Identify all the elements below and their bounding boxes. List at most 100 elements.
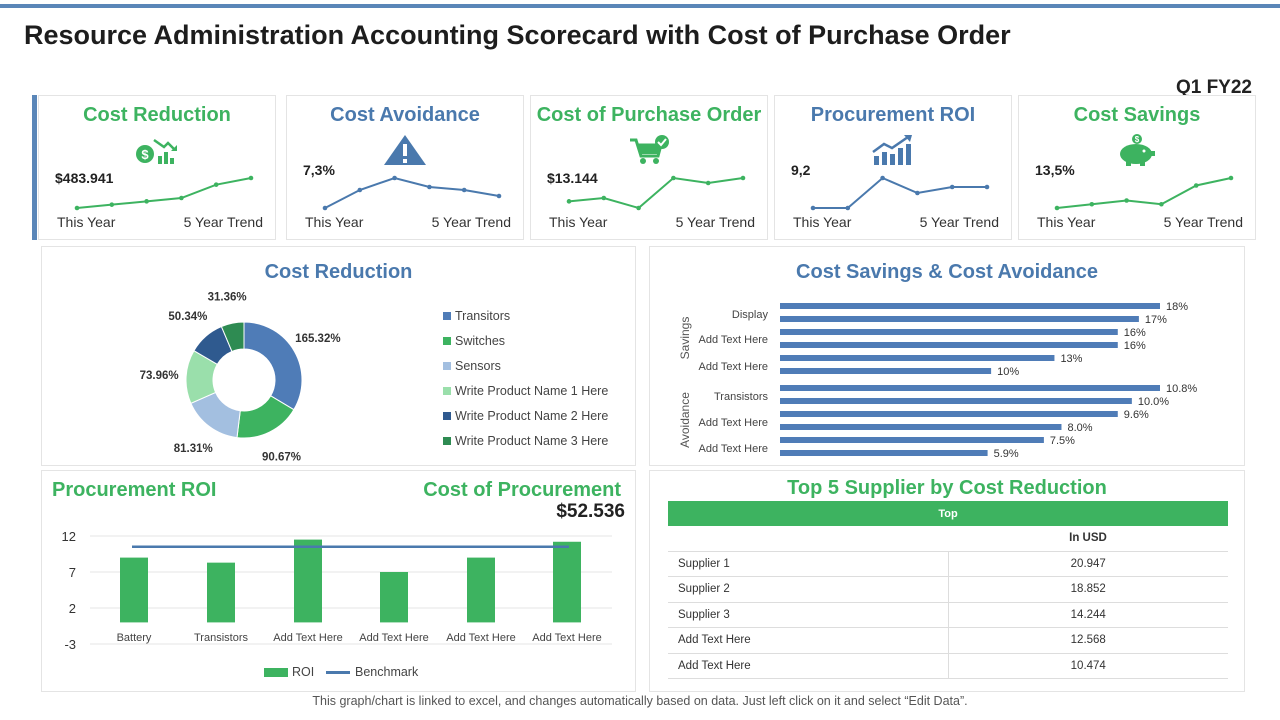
sparkline-point [810, 205, 816, 211]
five-year-trend-label: 5 Year Trend [183, 214, 263, 230]
hbar-data-label: 16% [1124, 327, 1146, 339]
x-tick-label: Add Text Here [359, 632, 429, 644]
supplier-table-title: Top 5 Supplier by Cost Reduction [787, 477, 1107, 499]
legend-label: Write Product Name 2 Here [455, 409, 609, 423]
hbar-bar [780, 411, 1118, 417]
supplier-value: 20.947 [948, 551, 1228, 577]
roi-bar [553, 541, 581, 623]
hbar-category-label: Display [732, 309, 769, 321]
kpi-value: $483.941 [55, 170, 114, 186]
kpi-card-cost-reduction: Cost Reduction $ $483.941 This Year 5 Ye… [38, 95, 276, 240]
procurement-roi-chart: 12 7 2 -3 Battery Transistors Add Text Here Add… [62, 529, 612, 652]
five-year-trend-label: 5 Year Trend [919, 214, 999, 230]
kpi-card-cost-savings: Cost Savings $ 13,5% This Year 5 Year Tr… [1018, 95, 1256, 240]
kpi-title: Cost Savings [1073, 104, 1201, 126]
this-year-label: This Year [1037, 214, 1096, 230]
kpi-value: $13.144 [547, 170, 598, 186]
sparkline-path [1056, 177, 1232, 209]
supplier-value: 18.852 [948, 576, 1228, 603]
roi-bar [467, 557, 495, 623]
footnote: This graph/chart is linked to excel, and… [312, 694, 968, 708]
legend-label: Write Product Name 1 Here [455, 384, 609, 398]
roi-bar [380, 572, 408, 623]
table-header-unit: In USD [948, 526, 1228, 552]
trend-sparkline [810, 175, 990, 211]
kpi-card-cost-avoidance: Cost Avoidance 7,3% This Year 5 Year Tre… [286, 95, 524, 240]
donut-data-label: 165.32% [295, 333, 340, 345]
panel-title: Cost Savings & Cost Avoidance [796, 261, 1098, 283]
kpi-card-cost-of-purchase-order: Cost of Purchase Order $13.144 This Year… [530, 95, 768, 240]
five-year-trend-label: 5 Year Trend [1163, 214, 1243, 230]
hbar-bar [780, 437, 1044, 443]
sparkline-path [813, 176, 987, 209]
hbar-data-label: 5.9% [994, 448, 1019, 460]
five-year-trend-label: 5 Year Trend [675, 214, 755, 230]
roi-legend-item: ROI [264, 665, 314, 679]
legend-swatch [443, 412, 451, 420]
warning-triangle-icon [384, 135, 426, 165]
hbar-data-label: 16% [1124, 340, 1146, 352]
svg-text:$: $ [141, 147, 149, 162]
benchmark-legend-label: Benchmark [355, 665, 419, 679]
roi-bar [120, 557, 148, 623]
cost-of-procurement-value: $52.536 [556, 501, 625, 522]
hbar-bar [780, 316, 1139, 322]
hbar-data-label: 7.5% [1050, 435, 1075, 447]
kpi-title: Cost Reduction [83, 104, 231, 126]
hbar-bar [780, 424, 1062, 430]
legend-label: Write Product Name 3 Here [455, 434, 609, 448]
table-unit-row: In USD [668, 526, 1228, 552]
legend-item: Switches [443, 334, 505, 348]
sparkline-point [74, 205, 80, 211]
hbar-category-label: Add Text Here [698, 361, 768, 373]
procurement-roi-title: Procurement ROI [52, 479, 217, 501]
sparkline-point [461, 187, 467, 193]
period-label: Q1 FY22 [1175, 77, 1252, 98]
sparkline-point [179, 195, 184, 201]
hbar-category-label: Add Text Here [698, 417, 768, 429]
sparkline-point [915, 190, 920, 196]
legend-item: Transitors [443, 309, 510, 323]
sparkline-point [1228, 175, 1234, 181]
x-tick-label: Add Text Here [532, 632, 602, 644]
shopping-cart-check-icon [630, 135, 669, 164]
hbar-bar [780, 355, 1055, 361]
top-accent-bar [0, 4, 1280, 8]
supplier-value: 12.568 [948, 627, 1228, 654]
sparkline-point [1089, 201, 1095, 207]
table-row: Add Text Here 12.568 [668, 627, 1228, 654]
kpi-title: Cost Avoidance [330, 104, 480, 126]
trend-sparkline [566, 175, 746, 211]
procurement-panel: Procurement ROI Cost of Procurement $52.… [41, 470, 636, 692]
sparkline-point [144, 199, 149, 204]
sparkline-path [568, 176, 744, 210]
donut-slice [220, 321, 245, 353]
legend-swatch [443, 387, 451, 395]
sparkline-point [248, 175, 254, 181]
sparkline-point [845, 205, 851, 211]
supplier-value: 14.244 [948, 602, 1228, 628]
legend-label: Transitors [455, 309, 511, 323]
table-row: Add Text Here 10.474 [668, 653, 1228, 679]
hbar-data-label: 9.6% [1124, 409, 1149, 421]
y-tick-label: -3 [64, 637, 76, 652]
sparkline-point [671, 175, 676, 181]
legend-item: Write Product Name 1 Here [443, 384, 608, 398]
supplier-name: Add Text Here [668, 653, 949, 679]
sparkline-point [949, 184, 955, 190]
hbar-data-label: 10% [997, 366, 1019, 378]
hbar-bar [780, 385, 1160, 391]
piggy-bank-icon: $ [1120, 134, 1155, 166]
cost-reduction-panel: Cost Reduction 165.32% 90.67% 81.31% 73.96%… [41, 246, 636, 466]
sparkline-point [109, 202, 115, 207]
kpi-accent-bar [32, 95, 37, 240]
sparkline-point [213, 182, 219, 187]
donut-data-label: 90.67% [262, 451, 301, 463]
hbar-bar [780, 368, 992, 374]
sparkline-point [496, 193, 502, 199]
hbar-bar [780, 342, 1118, 348]
hbar-data-label: 18% [1166, 301, 1188, 313]
savings-avoidance-bar-chart: 18%17%16%16%13%10%Savings10.8%10.0%9.6%8… [678, 301, 1197, 460]
roi-bar [294, 539, 322, 623]
table-row: Supplier 3 14.244 [668, 602, 1228, 628]
